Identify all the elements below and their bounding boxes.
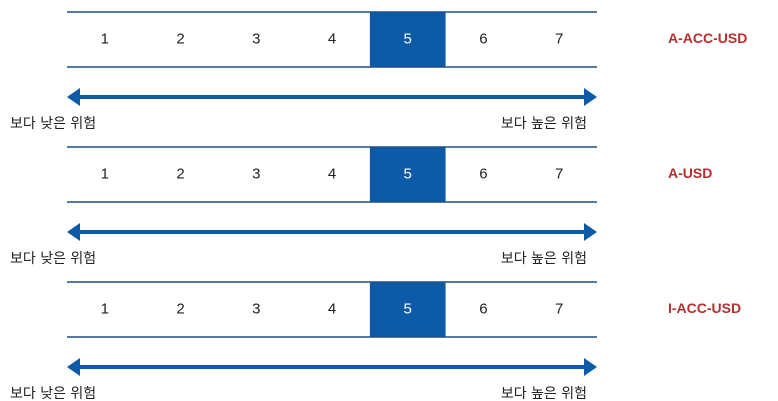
high-risk-label: 보다 높은 위험 [501, 251, 587, 267]
highlight-cell [369, 12, 446, 67]
scale-number: 3 [252, 165, 260, 182]
scale-number: 7 [555, 300, 563, 317]
scale-number: 4 [328, 300, 336, 317]
scale-number: 3 [252, 300, 260, 317]
share-class-label: I-ACC-USD [668, 300, 741, 316]
scale-number: 2 [176, 30, 184, 47]
arrow-head-left [67, 88, 80, 106]
scale-number: 6 [479, 300, 487, 317]
scale-number: 4 [328, 165, 336, 182]
scale-number: 5 [404, 165, 412, 182]
scale-number: 7 [555, 30, 563, 47]
scale-number: 2 [176, 300, 184, 317]
scale-number: 7 [555, 165, 563, 182]
risk-block: 1 2 3 4 5 6 7 A-ACC-USD 보다 낮은 위험 보다 높은 위험 [10, 11, 747, 132]
arrow-head-right [584, 358, 597, 376]
scale-number: 5 [404, 30, 412, 47]
arrow-head-left [67, 223, 80, 241]
scale-number: 5 [404, 300, 412, 317]
scale-number: 1 [101, 300, 109, 317]
low-risk-label: 보다 낮은 위험 [10, 251, 96, 267]
scale-number: 2 [176, 165, 184, 182]
high-risk-label: 보다 높은 위험 [501, 116, 587, 132]
scale-number: 6 [479, 30, 487, 47]
scale-number: 1 [101, 30, 109, 47]
risk-block: 1 2 3 4 5 6 7 I-ACC-USD 보다 낮은 위험 보다 높은 위험 [10, 281, 741, 401]
arrow-head-right [584, 223, 597, 241]
risk-block: 1 2 3 4 5 6 7 A-USD 보다 낮은 위험 보다 높은 위험 [10, 146, 712, 267]
scale-number: 3 [252, 30, 260, 47]
arrow-head-left [67, 358, 80, 376]
low-risk-label: 보다 낮은 위험 [10, 386, 96, 401]
arrow-head-right [584, 88, 597, 106]
scale-number: 4 [328, 30, 336, 47]
highlight-cell [369, 147, 446, 202]
scale-number: 6 [479, 165, 487, 182]
high-risk-label: 보다 높은 위험 [501, 386, 587, 401]
share-class-label: A-USD [668, 165, 712, 181]
scale-number: 1 [101, 165, 109, 182]
share-class-label: A-ACC-USD [668, 30, 747, 46]
highlight-cell [369, 282, 446, 337]
low-risk-label: 보다 낮은 위험 [10, 116, 96, 132]
